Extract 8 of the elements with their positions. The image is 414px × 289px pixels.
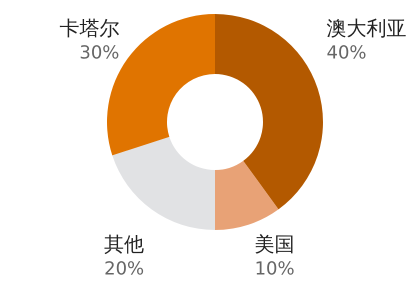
slice-label: 其他 xyxy=(104,232,144,256)
slice-label: 美国 xyxy=(254,232,295,256)
data-label: 40% xyxy=(326,42,367,64)
slice-label: 澳大利亚 xyxy=(326,16,407,40)
data-label: 10% xyxy=(254,258,295,280)
slice-label: 卡塔尔 xyxy=(59,16,120,40)
data-label: 20% xyxy=(104,258,144,280)
data-label: 30% xyxy=(79,42,120,64)
